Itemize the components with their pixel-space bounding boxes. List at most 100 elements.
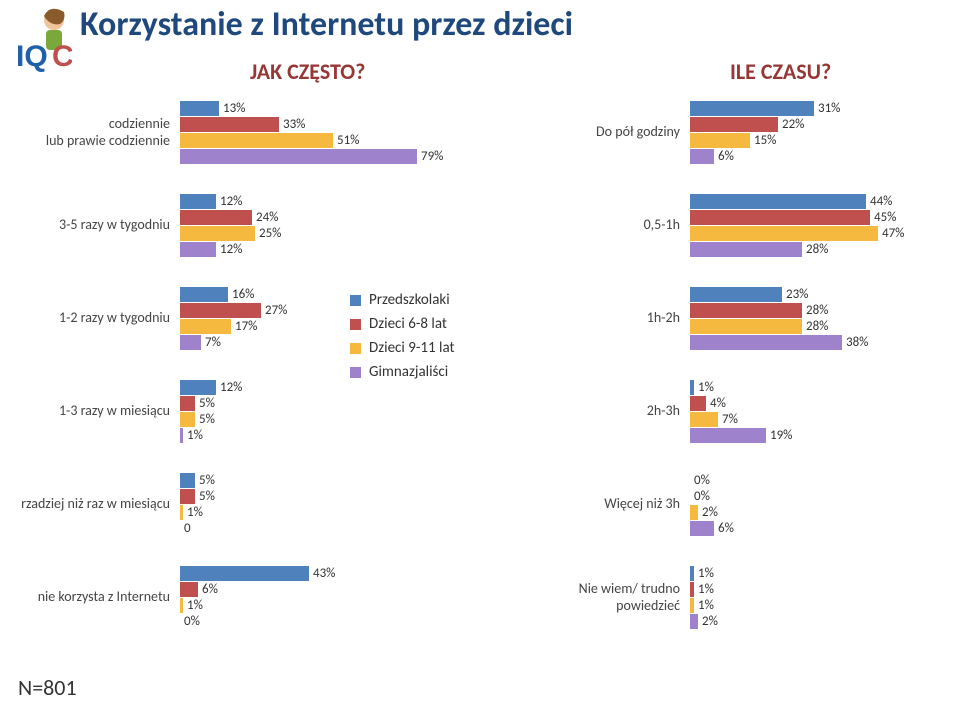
row-label: Do pół godziny xyxy=(570,124,690,140)
bar xyxy=(690,428,766,443)
bar-value: 28% xyxy=(802,319,828,334)
bar-value: 2% xyxy=(698,505,718,520)
bar-value: 5% xyxy=(195,412,215,427)
bar xyxy=(690,505,698,520)
bar-value: 7% xyxy=(201,335,221,350)
bar xyxy=(180,287,228,302)
legend-item: Przedszkolaki xyxy=(350,291,455,309)
bar xyxy=(180,242,216,257)
bar xyxy=(690,614,698,629)
row-label: rzadziej niż raz w miesiącu xyxy=(0,496,180,512)
bar-value: 6% xyxy=(198,582,218,597)
bar xyxy=(180,396,195,411)
bar xyxy=(180,380,216,395)
chart-row: 0,5-1h44%45%47%28% xyxy=(570,193,960,258)
bar-value: 6% xyxy=(714,521,734,536)
row-label: Nie wiem/ trudno powiedzieć xyxy=(570,581,690,613)
bar xyxy=(180,117,279,132)
bar xyxy=(690,117,778,132)
chart-row: Do pół godziny31%22%15%6% xyxy=(570,100,960,165)
bar-value: 1% xyxy=(183,428,203,443)
bar-value: 28% xyxy=(802,242,828,257)
logo: IQ C xyxy=(10,6,72,76)
bar xyxy=(180,566,309,581)
row-label: Więcej niż 3h xyxy=(570,496,690,512)
bar xyxy=(180,412,195,427)
bar-value: 0% xyxy=(690,473,710,488)
legend-label: Dzieci 6-8 lat xyxy=(369,315,447,333)
bar-value: 1% xyxy=(694,566,714,581)
bar-value: 1% xyxy=(183,505,203,520)
bar xyxy=(690,396,706,411)
bar xyxy=(690,412,718,427)
bar xyxy=(180,149,417,164)
bar-value: 2% xyxy=(698,614,718,629)
bar xyxy=(180,319,231,334)
svg-text:C: C xyxy=(52,40,72,73)
bar-value: 17% xyxy=(231,319,257,334)
bar xyxy=(180,226,255,241)
bar xyxy=(690,521,714,536)
chart-row: Nie wiem/ trudno powiedzieć1%1%1%2% xyxy=(570,565,960,630)
chart-row: 3-5 razy w tygodniu12%24%25%12% xyxy=(0,193,520,258)
bar-value: 23% xyxy=(782,287,808,302)
bar-value: 38% xyxy=(842,335,868,350)
bar-value: 1% xyxy=(694,598,714,613)
bar-value: 4% xyxy=(706,396,726,411)
bar xyxy=(180,194,216,209)
legend-swatch xyxy=(350,319,361,330)
row-label: 3-5 razy w tygodniu xyxy=(0,217,180,233)
bar-value: 0% xyxy=(690,489,710,504)
legend-label: Dzieci 9-11 lat xyxy=(369,339,455,357)
bar-value: 45% xyxy=(870,210,896,225)
legend-item: Gimnazjaliści xyxy=(350,363,455,381)
bar xyxy=(180,210,252,225)
chart-row: codziennielub prawie codziennie13%33%51%… xyxy=(0,100,520,165)
svg-text:IQ: IQ xyxy=(16,40,48,73)
bar-value: 22% xyxy=(778,117,804,132)
subtitle-right: ILE CZASU? xyxy=(730,58,831,85)
bar-value: 5% xyxy=(195,489,215,504)
chart-row: rzadziej niż raz w miesiącu5%5%1%0 xyxy=(0,472,520,537)
bar-value: 0% xyxy=(180,614,200,629)
row-label: codziennielub prawie codziennie xyxy=(0,116,180,148)
legend-swatch xyxy=(350,295,361,306)
bar xyxy=(690,226,878,241)
duration-chart: Do pół godziny31%22%15%6%0,5-1h44%45%47%… xyxy=(570,100,960,658)
bar xyxy=(690,210,870,225)
bar-value: 6% xyxy=(714,149,734,164)
bar-value: 51% xyxy=(333,133,359,148)
bar-value: 1% xyxy=(694,380,714,395)
bar xyxy=(180,303,261,318)
bar-value: 33% xyxy=(279,117,305,132)
bar-value: 25% xyxy=(255,226,281,241)
bar-value: 43% xyxy=(309,566,335,581)
chart-row: 1-3 razy w miesiącu12%5%5%1% xyxy=(0,379,520,444)
bar-value: 5% xyxy=(195,396,215,411)
bar xyxy=(180,101,219,116)
bar-value: 1% xyxy=(183,598,203,613)
bar-value: 7% xyxy=(718,412,738,427)
bar-value: 16% xyxy=(228,287,254,302)
legend-swatch xyxy=(350,367,361,378)
bar xyxy=(180,133,333,148)
bar xyxy=(180,335,201,350)
legend-item: Dzieci 6-8 lat xyxy=(350,315,455,333)
bar-value: 28% xyxy=(802,303,828,318)
bar xyxy=(690,319,802,334)
bar xyxy=(690,303,802,318)
bar xyxy=(690,133,750,148)
bar-value: 24% xyxy=(252,210,278,225)
row-label: 1h-2h xyxy=(570,310,690,326)
bar xyxy=(690,194,866,209)
row-label: 1-3 razy w miesiącu xyxy=(0,403,180,419)
bar-value: 47% xyxy=(878,226,904,241)
chart-row: 1h-2h23%28%28%38% xyxy=(570,286,960,351)
bar-value: 27% xyxy=(261,303,287,318)
bar xyxy=(690,242,802,257)
chart-row: nie korzysta z Internetu43%6%1%0% xyxy=(0,565,520,630)
bar-value: 12% xyxy=(216,380,242,395)
row-label: 1-2 razy w tygodniu xyxy=(0,310,180,326)
bar xyxy=(180,473,195,488)
bar xyxy=(690,101,814,116)
